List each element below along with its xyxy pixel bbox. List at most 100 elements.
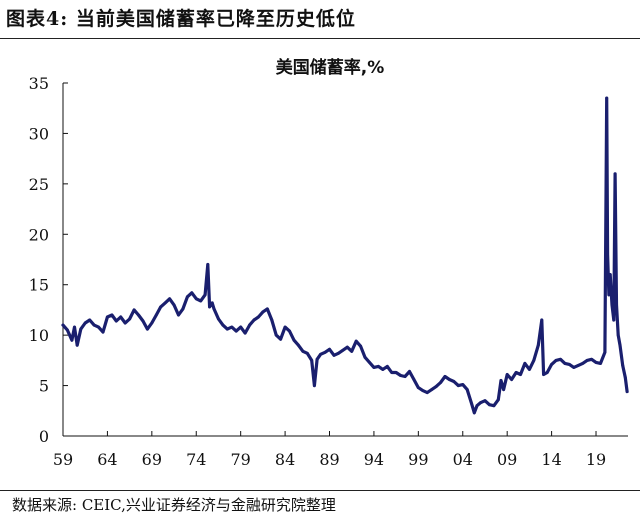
data-point: [499, 379, 503, 382]
data-point: [110, 313, 114, 317]
data-point: [475, 404, 479, 408]
data-point: [568, 363, 571, 366]
data-point: [132, 308, 136, 312]
y-tick-label: 5: [39, 377, 49, 396]
data-point: [313, 384, 316, 387]
data-point: [540, 318, 544, 322]
data-point: [610, 303, 614, 307]
data-point: [141, 319, 145, 323]
data-point: [590, 357, 593, 361]
chart-title: 美国储蓄率,%: [276, 57, 385, 78]
data-point: [483, 399, 487, 403]
data-point: [399, 374, 402, 377]
data-point: [359, 344, 362, 348]
data-point: [612, 318, 616, 322]
y-tick-label: 20: [29, 225, 49, 244]
data-point: [123, 321, 127, 325]
data-point: [332, 353, 336, 357]
data-point: [532, 359, 536, 362]
data-point: [208, 305, 212, 309]
data-point: [310, 359, 314, 362]
data-point: [305, 351, 309, 355]
data-point: [621, 364, 625, 367]
data-point: [150, 321, 154, 325]
y-tick-label: 30: [29, 124, 49, 143]
data-point: [221, 323, 225, 327]
data-point: [594, 361, 598, 364]
data-point: [492, 404, 496, 408]
data-point: [114, 319, 118, 323]
x-tick-label: 89: [319, 450, 339, 469]
data-point: [443, 375, 447, 378]
x-tick-label: 94: [364, 450, 384, 469]
data-point: [194, 297, 198, 301]
data-point: [616, 333, 620, 337]
data-point: [243, 331, 247, 335]
data-point: [608, 273, 612, 276]
source-note: 数据来源: CEIC,兴业证券经济与金融研究院整理: [12, 496, 336, 514]
data-point: [470, 402, 473, 406]
data-point: [536, 343, 540, 347]
data-point: [421, 389, 425, 392]
data-point: [354, 339, 358, 343]
data-point: [488, 403, 491, 407]
data-point: [572, 366, 576, 369]
data-point: [519, 373, 522, 376]
data-point: [434, 385, 438, 388]
data-point: [146, 327, 149, 331]
data-point: [225, 327, 229, 331]
data-point: [128, 317, 132, 321]
data-point: [274, 333, 278, 337]
data-point: [576, 364, 580, 367]
data-point: [599, 362, 602, 365]
data-point: [607, 293, 611, 297]
data-point: [97, 325, 100, 329]
data-point: [66, 328, 69, 332]
data-point: [554, 359, 558, 362]
data-point: [168, 297, 172, 301]
data-point: [439, 381, 442, 384]
y-tick-label: 25: [29, 175, 49, 194]
data-point: [292, 338, 296, 342]
data-point: [613, 172, 617, 176]
data-point: [461, 383, 465, 386]
data-point: [345, 345, 349, 349]
data-point: [337, 351, 340, 355]
data-point: [430, 388, 434, 391]
data-point: [190, 291, 194, 295]
x-tick-label: 19: [586, 450, 606, 469]
data-point: [542, 373, 545, 376]
data-point: [73, 325, 76, 329]
data-point: [372, 366, 376, 369]
x-tick-label: 79: [230, 450, 250, 469]
data-point: [581, 362, 585, 365]
data-point: [297, 343, 300, 347]
data-point: [563, 362, 567, 365]
data-point: [70, 338, 74, 342]
data-point: [452, 380, 456, 383]
data-point: [328, 347, 331, 351]
data-point: [472, 411, 476, 415]
data-point: [545, 371, 549, 374]
data-point: [550, 363, 553, 366]
data-point: [217, 317, 220, 321]
data-point: [181, 307, 185, 311]
data-point: [377, 365, 380, 368]
x-tick-label: 99: [408, 450, 428, 469]
data-point: [368, 361, 371, 364]
data-point: [257, 315, 260, 319]
data-point: [210, 301, 214, 305]
data-point: [390, 371, 394, 374]
data-point: [301, 349, 305, 353]
x-tick-label: 64: [97, 450, 117, 469]
data-point: [137, 313, 140, 317]
data-point: [283, 325, 287, 329]
data-point: [502, 388, 505, 391]
data-point: [479, 401, 482, 405]
data-point: [623, 376, 627, 379]
data-point: [163, 301, 167, 305]
data-point: [341, 348, 345, 352]
data-point: [83, 321, 87, 325]
data-point: [425, 391, 429, 394]
data-point: [315, 357, 319, 361]
